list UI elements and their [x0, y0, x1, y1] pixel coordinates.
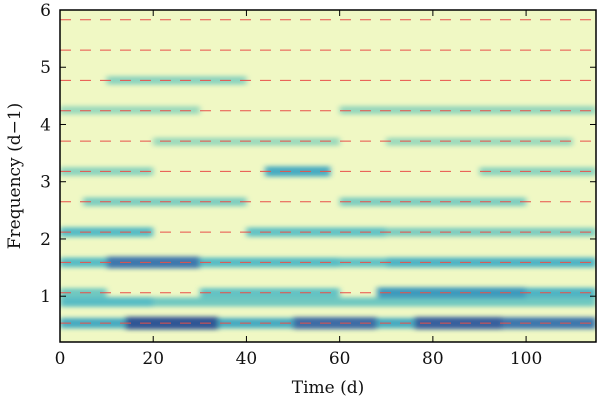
plot-frame — [59, 9, 597, 343]
heatmap-band-3-1 — [106, 256, 200, 269]
x-tick-label-0: 0 — [55, 349, 66, 369]
x-tick-label-3: 60 — [329, 349, 351, 369]
heatmap-band-0-1 — [125, 316, 219, 330]
y-axis-label: Frequency (d−1) — [5, 103, 25, 250]
y-tick-label-3: 4 — [40, 115, 51, 135]
x-tick-label-5: 100 — [510, 349, 542, 369]
heatmap-band-7-1 — [386, 137, 573, 146]
heatmap-band-4-1 — [246, 227, 387, 237]
heatmap-band-0-4 — [376, 317, 415, 329]
heatmap-band-4-2 — [386, 227, 596, 237]
heatmap-band-2-2 — [376, 287, 527, 299]
y-tick-label-5: 6 — [40, 1, 51, 21]
y-tick-label-2: 3 — [40, 173, 51, 193]
heatmap-band-0-5 — [414, 316, 503, 330]
heatmap-band-3-4 — [386, 257, 596, 268]
heatmap-band-1-0 — [60, 297, 154, 307]
heatmap-band-0-2 — [218, 317, 294, 329]
x-axis-label: Time (d) — [292, 378, 365, 398]
heatmap-band-6-1 — [265, 166, 331, 177]
y-tick-label-0: 1 — [40, 287, 51, 307]
heatmap-band-5-1 — [339, 197, 527, 207]
x-tick-label-1: 20 — [142, 349, 164, 369]
harmonic-lines — [60, 19, 596, 324]
heatmap-band-7-0 — [153, 137, 340, 146]
heatmap-band-0-3 — [293, 317, 377, 330]
heatmap-band-0-0 — [60, 317, 126, 329]
y-tick-label-1: 2 — [40, 230, 51, 250]
y-tick-label-4: 5 — [40, 58, 51, 78]
heatmap-band-8-0 — [60, 106, 200, 115]
x-tick-label-4: 80 — [422, 349, 444, 369]
heatmap-band-8-1 — [339, 106, 596, 115]
heatmap-band-6-2 — [479, 167, 596, 176]
axis-ticks: 0 20 40 60 80 100 1 2 3 4 5 6 — [40, 1, 596, 369]
heatmap-band-1-1 — [153, 297, 596, 307]
heatmap-band-9-0 — [106, 76, 247, 85]
x-tick-label-2: 40 — [236, 349, 258, 369]
